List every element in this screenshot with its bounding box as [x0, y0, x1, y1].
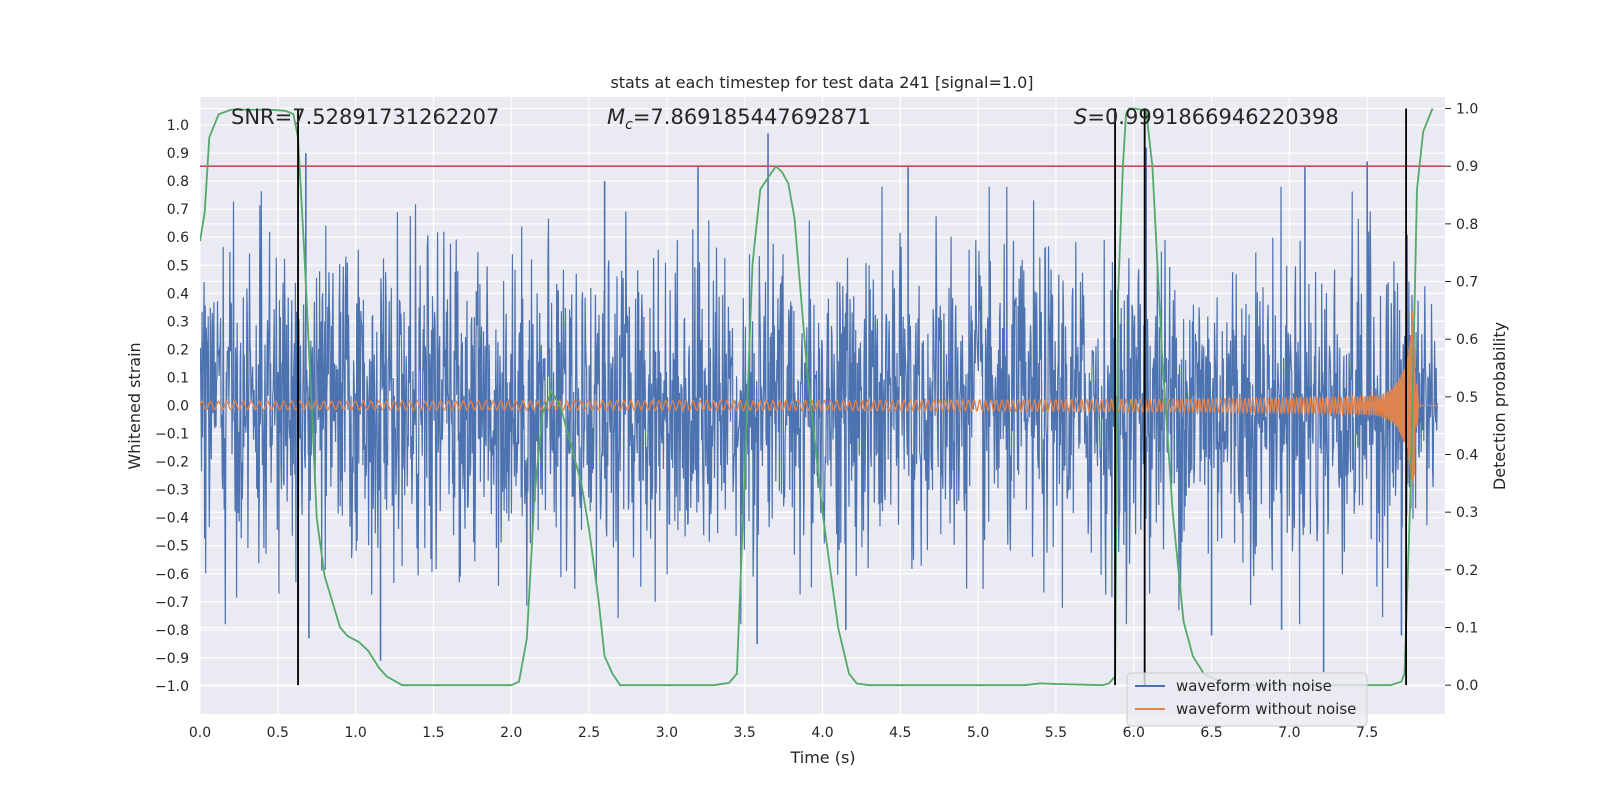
y-left-tick-label: 1.0 [167, 118, 189, 134]
y-left-tick-label: −0.9 [155, 651, 189, 667]
y-right-tick-label: 0.8 [1456, 217, 1478, 233]
chirp-mass-annotation: Mc=7.869185447692871 [607, 105, 871, 133]
y-left-tick-label: 0.2 [167, 342, 189, 358]
y-left-tick-label: 0.0 [167, 399, 189, 415]
y-left-tick-label: 0.8 [167, 174, 189, 190]
clean-waveform-line [200, 309, 1438, 484]
x-tick-label: 5.0 [967, 725, 989, 741]
legend-label-noisy: waveform with noise [1176, 677, 1332, 695]
x-tick-label: 3.5 [734, 725, 756, 741]
y-left-tick-label: 0.6 [167, 230, 189, 246]
s-annotation: S=0.9991866946220398 [1074, 105, 1339, 129]
s-symbol: S [1074, 105, 1087, 129]
y-left-tick-label: 0.3 [167, 314, 189, 330]
legend-label-clean: waveform without noise [1176, 700, 1356, 718]
chirp-mass-subscript: c [625, 117, 633, 133]
y-left-tick-label: −1.0 [155, 679, 189, 695]
y-left-tick-label: 0.7 [167, 202, 189, 218]
legend-box [1126, 672, 1368, 727]
noisy-waveform-line [200, 186, 1438, 625]
y-left-tick-label: −0.6 [155, 567, 189, 583]
y-left-tick-label: 0.4 [167, 286, 189, 302]
y-left-tick-label: −0.1 [155, 427, 189, 443]
x-axis-label: Time (s) [789, 748, 855, 767]
y-right-tick-label: 0.4 [1456, 448, 1478, 464]
x-tick-label: 2.5 [578, 725, 600, 741]
x-tick-label: 0.0 [189, 725, 211, 741]
y-left-axis-ticks: 1.0 0.9 0.8 0.7 0.6 0.5 0.4 0.3 0.2 0.1 0.0 −0.1 −0.… [155, 118, 189, 695]
y-right-tick-label: 0.3 [1456, 505, 1478, 521]
x-tick-label: 6.0 [1123, 725, 1145, 741]
x-tick-label: 7.5 [1356, 725, 1378, 741]
x-tick-label: 2.0 [500, 725, 522, 741]
y-left-tick-label: 0.9 [167, 146, 189, 162]
y-right-tick-label: 0.6 [1456, 332, 1478, 348]
detection-probability-series [200, 107, 1434, 687]
s-value: =0.9991866946220398 [1087, 105, 1338, 129]
x-axis-ticks: 0.0 0.5 1.0 1.5 2.0 2.5 3.0 3.5 4.0 4.5 5.0 5.5 6.0 6… [189, 725, 1378, 741]
x-tick-label: 1.0 [344, 725, 366, 741]
y-right-tick-label: 0.5 [1456, 390, 1478, 406]
chirp-mass-symbol: M [607, 105, 625, 129]
legend: waveform with noise waveform without noi… [1126, 672, 1368, 727]
y-right-tick-label: 0.1 [1456, 621, 1478, 637]
vertical-marker-lines [297, 108, 1407, 686]
x-tick-label: 4.0 [811, 725, 833, 741]
x-tick-label: 1.5 [422, 725, 444, 741]
x-tick-label: 7.0 [1278, 725, 1300, 741]
y-left-axis-label: Whitened strain [125, 342, 144, 469]
detection-probability-line [200, 107, 1434, 687]
y-left-tick-label: −0.3 [155, 483, 189, 499]
x-tick-label: 6.5 [1200, 725, 1222, 741]
y-right-tick-label: 0.0 [1456, 678, 1478, 694]
chirp-mass-value: =7.869185447692871 [633, 105, 871, 129]
x-tick-label: 4.5 [889, 725, 911, 741]
y-right-tick-label: 1.0 [1456, 102, 1478, 118]
y-left-tick-label: 0.5 [167, 258, 189, 274]
y-right-tick-label: 0.7 [1456, 275, 1478, 291]
x-tick-label: 0.5 [267, 725, 289, 741]
y-left-tick-label: −0.4 [155, 511, 189, 527]
y-right-tick-label: 0.2 [1456, 563, 1478, 579]
x-tick-label: 5.5 [1045, 725, 1067, 741]
y-right-tick-label: 0.9 [1456, 159, 1478, 175]
y-right-axis-ticks: 1.0 0.9 0.8 0.7 0.6 0.5 0.4 0.3 0.2 0.1 0.0 [1445, 102, 1478, 694]
y-right-axis-label: Detection probability [1490, 322, 1509, 490]
clean-waveform-series [200, 309, 1438, 484]
y-left-tick-label: −0.8 [155, 623, 189, 639]
chart-title: stats at each timestep for test data 241… [610, 73, 1033, 92]
y-left-tick-label: 0.1 [167, 370, 189, 386]
y-left-tick-label: −0.5 [155, 539, 189, 555]
y-left-tick-label: −0.7 [155, 595, 189, 611]
y-left-tick-label: −0.2 [155, 455, 189, 471]
x-tick-label: 3.0 [656, 725, 678, 741]
snr-annotation: SNR=7.52891731262207 [231, 105, 499, 129]
